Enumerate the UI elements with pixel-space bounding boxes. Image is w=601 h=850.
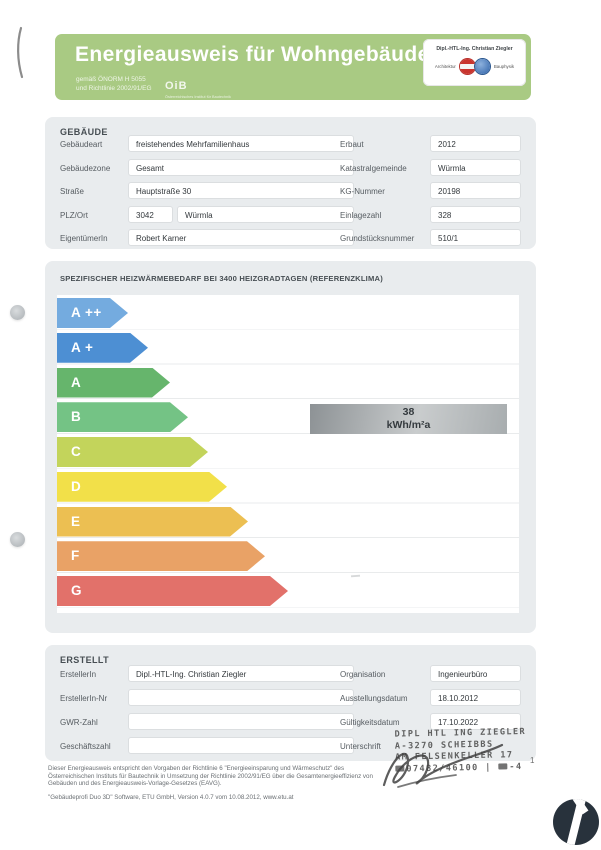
field-value-box: 328: [430, 205, 521, 223]
field-row: GWR-Zahl: [45, 713, 536, 733]
subtitle-line-2: und Richtlinie 2002/91/EG: [76, 84, 152, 92]
energy-class-arrow-C: C: [57, 437, 208, 467]
field-value-box: Würmla: [177, 205, 354, 223]
field-label: Geschäftszahl: [60, 742, 111, 751]
energy-class-arrow-D: D: [57, 472, 227, 502]
energy-class-arrow-B: B: [57, 402, 188, 432]
document-title: Energieausweis für Wohngebäude: [75, 43, 430, 66]
field-label: Gebäudezone: [60, 163, 111, 173]
field-value-box: 3042: [128, 205, 173, 223]
energy-class-arrow-A++: A ++: [57, 298, 128, 328]
chart-title: SPEZIFISCHER HEIZWÄRMEBEDARF BEI 3400 HE…: [60, 274, 383, 283]
field-label: Unterschrift: [340, 742, 381, 751]
pen-mark: [17, 26, 24, 79]
created-section: ERSTELLT ErstellerIn Dipl.-HTL-Ing. Chris…: [45, 645, 536, 761]
architektur-label: Architektur: [434, 64, 456, 69]
field-row: Einlagezahl 328: [45, 205, 536, 226]
field-value-box: 20198: [430, 182, 521, 199]
field-label: Katastralgemeinde: [340, 163, 407, 173]
energy-class-arrow-F: F: [57, 541, 265, 571]
energy-value: 38: [402, 406, 415, 418]
field-row: PLZ/Ort 3042 Würmla: [45, 205, 536, 226]
field-row: Grundstücksnummer 510/1: [45, 229, 536, 249]
field-row: Erbaut 2012: [45, 135, 536, 155]
bauphysik-label: Bauphysik: [493, 64, 515, 69]
created-section-title: ERSTELLT: [60, 655, 110, 665]
certifier-name: Dipl.-HTL-Ing. Christian Ziegler: [436, 46, 513, 52]
building-section: GEBÄUDE Gebäudeart freistehendes Mehrfami…: [45, 117, 536, 249]
legal-footer-text: Dieser Energieausweis entspricht den Vor…: [48, 765, 373, 788]
field-value-box: Robert Karner: [128, 229, 354, 246]
energy-class-arrow-A: A: [57, 368, 170, 398]
energy-class-arrow-G: G: [57, 576, 288, 606]
header-subtitle: gemäß ÖNORM H 5055 und Richtlinie 2002/9…: [76, 76, 152, 93]
field-row: ErstellerIn-Nr: [45, 689, 536, 709]
energy-value-badge: 38 kWh/m²a: [310, 404, 507, 434]
oib-logo-text: OiB: [165, 80, 188, 92]
field-label: Grundstücksnummer: [340, 234, 415, 243]
subtitle-line-1: gemäß ÖNORM H 5055: [76, 76, 146, 83]
field-value-box: freistehendes Mehrfamilienhaus: [128, 135, 354, 152]
field-row: Ausstellungsdatum 18.10.2012: [45, 689, 536, 709]
field-label: EigentümerIn: [60, 234, 108, 243]
oib-tagline: Österreichisches Institut für Bautechnik: [165, 95, 231, 99]
field-value-box: Gesamt: [128, 158, 354, 176]
field-row: EigentümerIn Robert Karner: [45, 229, 536, 249]
field-label: Einlagezahl: [340, 210, 382, 220]
field-value-box: Würmla: [430, 158, 521, 176]
field-row: Organisation Ingenieurbüro: [45, 665, 536, 685]
certifier-badge: Dipl.-HTL-Ing. Christian Ziegler Archite…: [423, 39, 526, 86]
field-label: Gültigkeitsdatum: [340, 718, 400, 727]
field-label: KG-Nummer: [340, 187, 385, 196]
field-label: PLZ/Ort: [60, 210, 89, 220]
field-row: Gebäudeart freistehendes Mehrfamilienhaus: [45, 135, 536, 155]
hole-punch: [10, 305, 25, 320]
field-value-box: Hauptstraße 30: [128, 182, 354, 199]
field-label: Erbaut: [340, 140, 364, 149]
building-section-title: GEBÄUDE: [60, 127, 108, 137]
corner-app-logo-icon: [553, 799, 599, 845]
field-value-box: [128, 713, 354, 730]
field-row: Gebäudezone Gesamt: [45, 158, 536, 179]
field-row: ErstellerIn Dipl.-HTL-Ing. Christian Zieg…: [45, 665, 536, 685]
field-value-box: 2012: [430, 135, 521, 152]
field-row: Katastralgemeinde Würmla: [45, 158, 536, 179]
field-value-box: Dipl.-HTL-Ing. Christian Ziegler: [128, 665, 354, 682]
field-value-box: [128, 689, 354, 706]
signature-scribble: [382, 743, 504, 788]
header-banner: Energieausweis für Wohngebäude gemäß ÖNO…: [55, 34, 531, 100]
field-label: ErstellerIn: [60, 670, 97, 679]
field-label: GWR-Zahl: [60, 718, 98, 727]
field-value-box: 17.10.2022: [430, 713, 521, 730]
software-footer-text: "Gebäudeprofi Duo 3D" Software, ETU GmbH…: [48, 794, 294, 801]
field-label: ErstellerIn-Nr: [60, 694, 108, 703]
field-value-box: [128, 737, 354, 754]
field-value-box: 18.10.2012: [430, 689, 521, 706]
energy-class-chart: A ++ A + A B C D E F G: [57, 295, 519, 613]
energy-class-arrow-A+: A +: [57, 333, 148, 363]
field-label: Organisation: [340, 670, 386, 679]
handwritten-page-number: 1: [530, 756, 535, 765]
field-row: Straße Hauptstraße 30: [45, 182, 536, 202]
field-row: Unterschrift: [45, 737, 536, 757]
energy-class-arrow-E: E: [57, 507, 248, 537]
field-label: Gebäudeart: [60, 140, 103, 149]
field-value-box: 510/1: [430, 229, 521, 246]
field-row: Gültigkeitsdatum 17.10.2022: [45, 713, 536, 733]
austria-seal-icon: [459, 59, 475, 74]
stamp-fax: -4: [509, 761, 523, 772]
heat-demand-chart-section: SPEZIFISCHER HEIZWÄRMEBEDARF BEI 3400 HE…: [45, 261, 536, 633]
field-row: KG-Nummer 20198: [45, 182, 536, 202]
field-label: Straße: [60, 187, 85, 196]
field-value-box: Ingenieurbüro: [430, 665, 521, 682]
field-row: Geschäftszahl: [45, 737, 536, 757]
oib-logo: OiB Österreichisches Institut für Bautec…: [165, 76, 231, 99]
hole-punch: [10, 532, 25, 547]
field-label: Ausstellungsdatum: [340, 694, 408, 703]
energy-unit: kWh/m²a: [386, 419, 431, 431]
eu-seal-icon: [474, 59, 490, 74]
